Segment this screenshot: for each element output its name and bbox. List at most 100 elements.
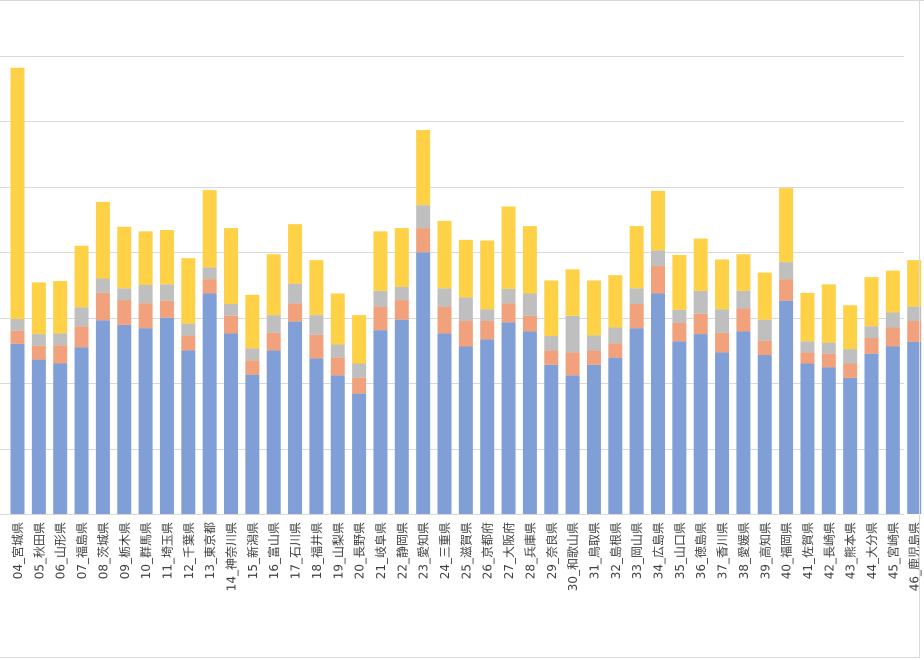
bar-segment-s4-36_徳島県 — [693, 238, 708, 291]
bar-segment-s2-38_愛媛県 — [736, 308, 751, 332]
bar-segment-s1-38_愛媛県 — [736, 331, 751, 514]
x-tick-label: 10_群馬県 — [139, 522, 153, 579]
bar-segment-s2-45_宮崎県 — [885, 327, 900, 347]
bar-segment-s1-08_茨城県 — [95, 320, 110, 514]
x-tick-label: 14_神奈川県 — [225, 522, 239, 591]
bar-segment-s3-05_秋田県 — [31, 334, 46, 346]
x-tick-label: 45_宮崎県 — [885, 522, 900, 579]
bar-segment-s3-19_山梨県 — [330, 344, 345, 358]
bar-segment-s3-18_福井県 — [309, 315, 324, 335]
bar-series — [10, 67, 922, 515]
bar-segment-s3-34_広島県 — [651, 250, 665, 267]
bar-segment-s3-33_岡山県 — [629, 288, 644, 304]
bar-segment-s3-37_香川県 — [715, 309, 730, 333]
bar-segment-s1-19_山梨県 — [330, 375, 345, 514]
bar-segment-s1-09_栃木県 — [117, 324, 132, 514]
bar-segment-s2-08_茨城県 — [95, 292, 110, 321]
x-tick-label: 09_栃木県 — [118, 522, 132, 579]
x-tick-label: 40_福岡県 — [779, 522, 794, 579]
x-tick-label: 16_富山県 — [266, 522, 281, 579]
bar-segment-s2-46_鹿児島県 — [907, 320, 922, 342]
bar-segment-s4-09_栃木県 — [117, 226, 132, 289]
bar-segment-s1-27_大阪府 — [501, 322, 516, 514]
bar-segment-s2-29_奈良県 — [544, 350, 559, 365]
x-tick-label: 29_奈良県 — [544, 522, 559, 579]
bar-segment-s3-41_佐賀県 — [800, 341, 815, 353]
bar-segment-s3-23_愛知県 — [416, 205, 431, 229]
bar-segment-s3-06_山形県 — [53, 333, 68, 346]
bar-segment-s2-27_大阪府 — [501, 303, 516, 323]
x-tick-label: 22_静岡県 — [395, 522, 409, 579]
bar-segment-s4-23_愛知県 — [416, 129, 431, 206]
bar-segment-s3-04_宮城県 — [10, 319, 25, 331]
x-tick-label: 25_滋賀県 — [459, 522, 473, 579]
bar-segment-s3-25_滋賀県 — [458, 297, 473, 321]
bar-segment-s3-46_鹿児島県 — [907, 306, 922, 321]
bar-segment-s2-04_宮城県 — [10, 330, 25, 344]
bar-segment-s4-06_山形県 — [53, 281, 68, 334]
bar-segment-s3-26_京都府 — [480, 309, 495, 321]
x-tick-label: 35_山口県 — [673, 522, 687, 579]
bar-segment-s2-15_新潟県 — [245, 360, 260, 375]
bar-segment-s4-24_三重県 — [437, 220, 452, 289]
bar-segment-s3-07_福島県 — [74, 307, 89, 327]
bar-segment-s1-36_徳島県 — [693, 334, 708, 514]
bar-segment-s4-34_広島県 — [651, 190, 665, 251]
bar-segment-s3-14_神奈川県 — [224, 303, 238, 316]
x-tick-label: 13_東京都 — [203, 522, 217, 579]
bar-segment-s3-45_宮崎県 — [885, 312, 900, 328]
bar-segment-s3-21_岐阜県 — [373, 290, 388, 307]
bar-segment-s4-25_滋賀県 — [458, 239, 473, 298]
x-tick-label: 11_埼玉県 — [160, 522, 174, 579]
bar-segment-s4-30_和歌山県 — [565, 269, 580, 316]
x-tick-label: 30_和歌山県 — [565, 522, 580, 591]
x-tick-label: 08_茨城県 — [96, 522, 110, 579]
bar-segment-s2-18_福井県 — [309, 334, 324, 359]
bar-segment-s3-32_島根県 — [608, 327, 623, 344]
bar-segment-s2-10_群馬県 — [138, 303, 153, 329]
bar-segment-s3-12_千葉県 — [181, 323, 196, 337]
bar-segment-s1-30_和歌山県 — [565, 375, 580, 514]
bar-segment-s4-15_新潟県 — [245, 294, 260, 349]
bar-segment-s1-26_京都府 — [480, 339, 495, 514]
bar-segment-s4-20_長野県 — [352, 315, 367, 364]
bar-segment-s1-39_高知県 — [757, 355, 772, 514]
bar-segment-s2-39_高知県 — [757, 340, 772, 355]
bar-segment-s2-32_島根県 — [608, 343, 623, 358]
bar-segment-s3-08_茨城県 — [95, 278, 110, 293]
bar-segment-s2-31_鳥取県 — [586, 350, 601, 365]
bar-segment-s4-14_神奈川県 — [224, 228, 238, 304]
x-tick-label: 26_京都府 — [480, 522, 495, 579]
bar-segment-s1-05_秋田県 — [31, 359, 46, 514]
bar-segment-s3-22_静岡県 — [394, 286, 409, 301]
bar-segment-s1-29_奈良県 — [544, 364, 559, 514]
bar-segment-s2-26_京都府 — [480, 320, 495, 340]
x-tick-label: 31_鳥取県 — [586, 522, 601, 579]
bar-segment-s1-11_埼玉県 — [159, 317, 174, 514]
bar-segment-s4-43_熊本県 — [843, 305, 858, 350]
bar-segment-s1-23_愛知県 — [416, 252, 431, 515]
x-tick-label: 20_長野県 — [353, 522, 367, 579]
bar-segment-s2-30_和歌山県 — [565, 352, 580, 376]
bar-segment-s4-37_香川県 — [715, 259, 730, 310]
x-tick-label: 39_高知県 — [757, 522, 772, 579]
bar-segment-s4-10_群馬県 — [138, 231, 153, 285]
bar-segment-s3-31_鳥取県 — [586, 335, 601, 351]
bar-segment-s4-29_奈良県 — [544, 280, 559, 337]
bar-segment-s1-18_福井県 — [309, 358, 324, 514]
x-tick-label: 37_香川県 — [716, 522, 730, 579]
bar-segment-s3-36_徳島県 — [693, 290, 708, 314]
bar-segment-s4-35_山口県 — [672, 254, 687, 310]
x-axis: 04_宮城県 05_秋田県 06_山形県 07_福島県 08_茨城県 09_栃木県 10_群… — [0, 514, 922, 591]
bar-segment-s1-42_長崎県 — [821, 367, 836, 514]
x-tick-label: 07_福島県 — [74, 522, 89, 579]
x-tick-label: 33_岡山県 — [630, 522, 644, 579]
x-tick-label: 24_三重県 — [438, 522, 452, 579]
bar-segment-s3-44_大分県 — [864, 326, 879, 338]
bar-segment-s2-21_岐阜県 — [373, 306, 388, 331]
bar-segment-s2-11_埼玉県 — [159, 300, 174, 318]
bar-segment-s2-41_佐賀県 — [800, 352, 815, 364]
bar-segment-s1-22_静岡県 — [394, 319, 409, 514]
